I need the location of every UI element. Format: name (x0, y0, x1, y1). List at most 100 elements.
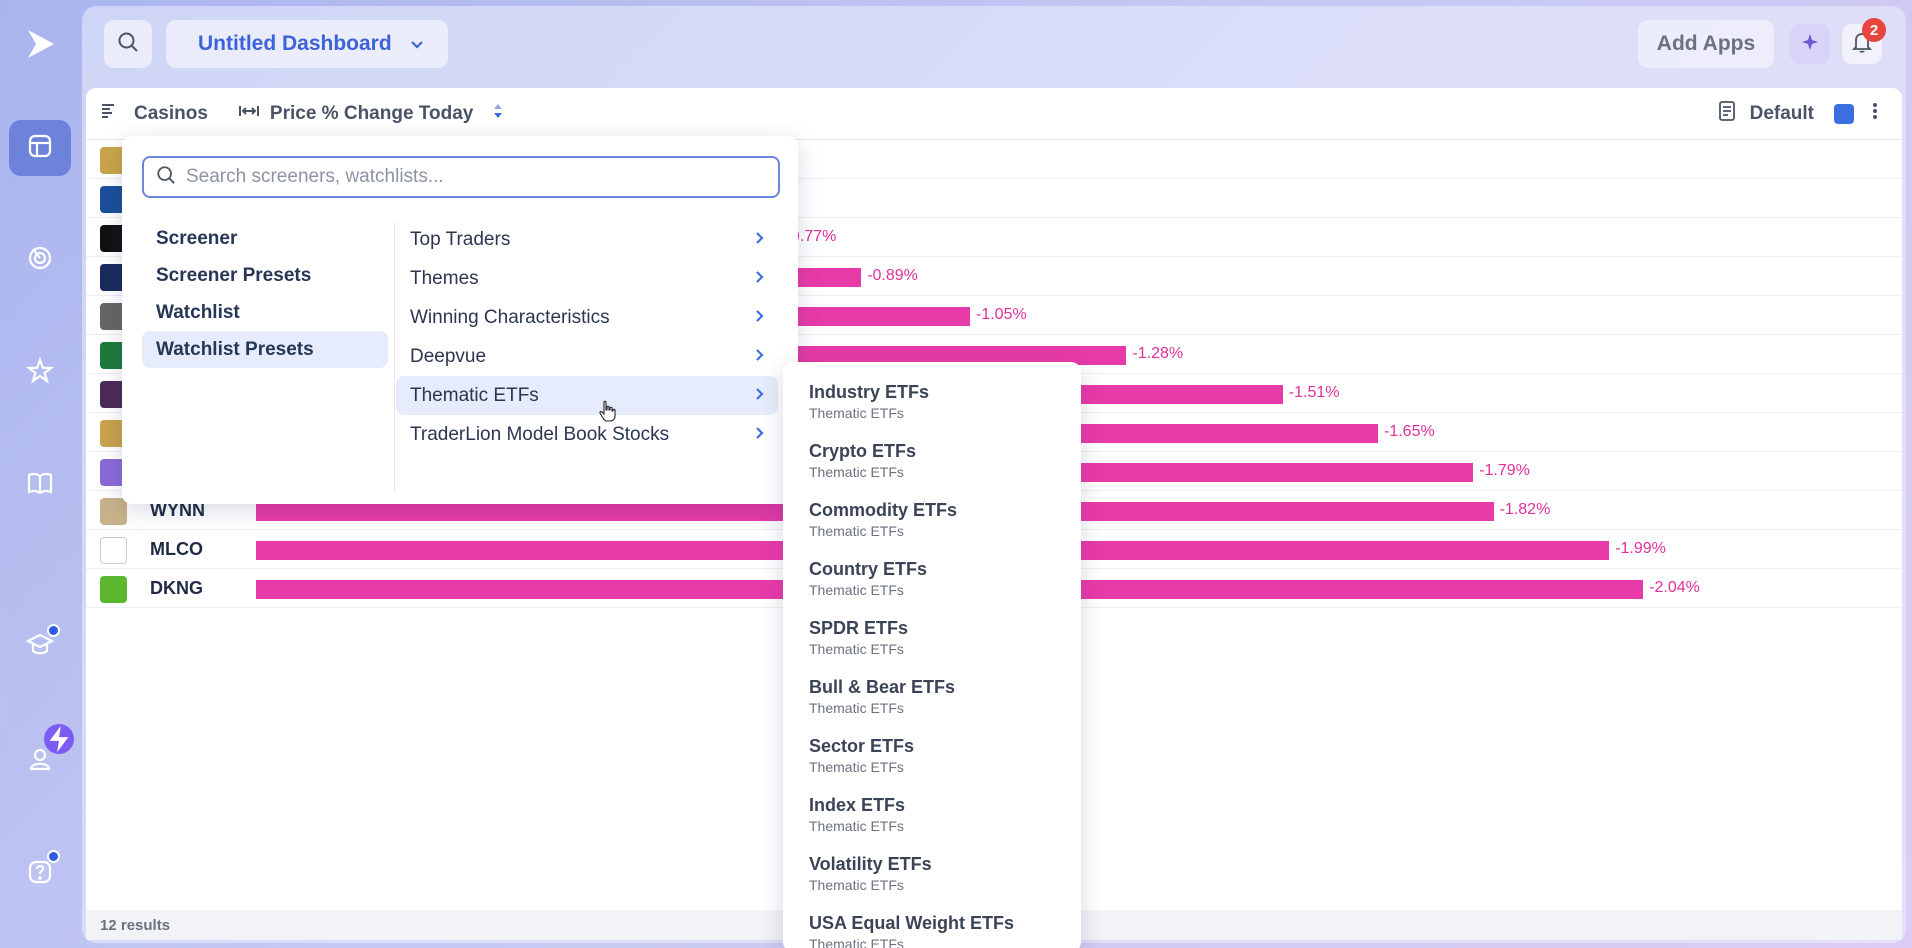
radar-nav-button[interactable] (9, 232, 71, 288)
submenu-item[interactable]: USA Equal Weight ETFs Thematic ETFs (783, 893, 1081, 948)
change-percent: -1.99% (1615, 540, 1666, 557)
help-icon (25, 857, 55, 892)
picker-preset-list: Top Traders Themes Winning Characteristics… (396, 220, 778, 454)
submenu-item-subtitle: Thematic ETFs (809, 464, 904, 480)
search-button[interactable] (104, 20, 152, 68)
submenu-item-subtitle: Thematic ETFs (809, 818, 904, 834)
bolt-icon (44, 724, 74, 754)
picker-preset-item[interactable]: Deepvue (396, 337, 778, 376)
company-logo (100, 576, 127, 603)
graduation-cap-icon (25, 629, 55, 664)
radar-icon (25, 243, 55, 278)
submenu-item[interactable]: SPDR ETFs Thematic ETFs (783, 598, 1081, 657)
picker-search-input[interactable] (186, 166, 746, 188)
submenu-item-subtitle: Thematic ETFs (809, 582, 904, 598)
ticker-symbol[interactable]: WYNN (150, 500, 205, 520)
submenu-item[interactable]: Index ETFs Thematic ETFs (783, 775, 1081, 834)
submenu-item-title: Sector ETFs (809, 736, 915, 756)
sort-field[interactable]: Price % Change Today (269, 102, 474, 124)
submenu-item-title: Volatility ETFs (809, 854, 932, 874)
user-icon (25, 743, 55, 778)
submenu-item-subtitle: Thematic ETFs (809, 641, 904, 657)
document-icon[interactable] (1718, 100, 1736, 127)
picker-category-item[interactable]: Watchlist Presets (142, 331, 388, 368)
pointer-cursor-icon (598, 400, 616, 427)
submenu-item-title: Bull & Bear ETFs (809, 677, 956, 697)
logo-icon[interactable] (24, 28, 56, 65)
ticker-symbol[interactable]: MLCO (150, 539, 203, 559)
favorites-nav-button[interactable] (9, 345, 71, 401)
profile-nav-button[interactable] (9, 724, 74, 788)
dashboard-title: Untitled Dashboard (198, 32, 392, 55)
help-notification-dot (47, 850, 60, 863)
watchlist-picker-dropdown: Screener Screener Presets Watchlist Watchli… (122, 136, 798, 504)
picker-preset-label: Themes (410, 267, 479, 289)
change-percent: -1.05% (976, 306, 1027, 323)
submenu-item[interactable]: Bull & Bear ETFs Thematic ETFs (783, 657, 1081, 716)
change-percent: -0.77% (785, 228, 837, 245)
ticker-symbol[interactable]: DKNG (150, 578, 203, 598)
change-percent: -2.04% (1649, 579, 1700, 596)
academy-notification-dot (47, 624, 60, 637)
picker-preset-label: Winning Characteristics (410, 306, 610, 328)
picker-category-item[interactable]: Screener (156, 227, 238, 249)
sort-icon[interactable] (493, 103, 503, 124)
sparkle-icon (1800, 32, 1820, 57)
chevron-right-icon (755, 307, 764, 329)
chevron-right-icon (755, 268, 764, 290)
picker-preset-item[interactable]: Themes (396, 259, 778, 298)
color-swatch[interactable] (1834, 103, 1854, 124)
submenu-item-title: Crypto ETFs (809, 441, 917, 461)
picker-preset-label: TraderLion Model Book Stocks (410, 423, 670, 445)
submenu-item[interactable]: Sector ETFs Thematic ETFs (783, 716, 1081, 775)
chevron-right-icon (755, 424, 764, 446)
academy-nav-button[interactable] (9, 618, 71, 674)
picker-preset-label: Top Traders (410, 228, 511, 250)
chevron-right-icon (755, 229, 764, 251)
align-left-icon[interactable] (100, 102, 118, 125)
watchlist-name[interactable]: Casinos (134, 102, 208, 124)
star-icon (25, 356, 55, 391)
left-rail (0, 0, 80, 948)
chevron-right-icon (755, 385, 764, 407)
panel-toolbar: Casinos Price % Change Today Default (86, 88, 1902, 140)
submenu-item[interactable]: Industry ETFs Thematic ETFs (783, 362, 1081, 421)
picker-category-item[interactable]: Screener Presets (156, 264, 312, 286)
picker-preset-item[interactable]: Top Traders (396, 220, 778, 259)
add-apps-button[interactable]: Add Apps (1638, 20, 1774, 68)
submenu-item[interactable]: Volatility ETFs Thematic ETFs (783, 834, 1081, 893)
picker-category-item[interactable]: Watchlist (156, 301, 240, 323)
submenu-item-subtitle: Thematic ETFs (809, 405, 904, 421)
picker-search-field[interactable] (142, 156, 780, 198)
dashboard-nav-button[interactable] (9, 120, 71, 176)
more-options-icon[interactable] (1872, 102, 1878, 125)
change-percent: -1.65% (1384, 423, 1435, 440)
change-percent: -1.79% (1479, 462, 1530, 479)
change-percent: -1.28% (1132, 345, 1184, 362)
change-percent: -1.82% (1499, 501, 1551, 518)
picker-preset-item[interactable]: TraderLion Model Book Stocks (396, 415, 778, 454)
picker-divider (394, 222, 395, 492)
dashboard-selector[interactable]: Untitled Dashboard (166, 20, 448, 68)
picker-category-list: Screener Screener Presets Watchlist Watchli… (142, 220, 388, 368)
submenu-item-title: SPDR ETFs (809, 618, 909, 638)
submenu-item-title: Index ETFs (809, 795, 906, 815)
picker-preset-item[interactable]: Winning Characteristics (396, 298, 778, 337)
notifications-button[interactable]: 2 (1842, 18, 1886, 64)
picker-preset-item[interactable]: Thematic ETFs (396, 376, 778, 415)
search-icon (117, 31, 139, 58)
ai-assistant-button[interactable] (1790, 24, 1830, 64)
submenu-item-title: USA Equal Weight ETFs (809, 913, 1015, 933)
change-percent: -0.89% (867, 267, 918, 284)
submenu-item[interactable]: Country ETFs Thematic ETFs (783, 539, 1081, 598)
picker-preset-label: Thematic ETFs (410, 384, 539, 406)
chevron-right-icon (755, 346, 764, 368)
submenu-item[interactable]: Crypto ETFs Thematic ETFs (783, 421, 1081, 480)
learn-nav-button[interactable] (9, 457, 71, 513)
company-logo (100, 537, 127, 564)
submenu-item[interactable]: Commodity ETFs Thematic ETFs (783, 480, 1081, 539)
width-icon (238, 104, 260, 123)
book-icon (25, 468, 55, 503)
help-nav-button[interactable] (9, 846, 71, 902)
view-name[interactable]: Default (1749, 102, 1814, 124)
